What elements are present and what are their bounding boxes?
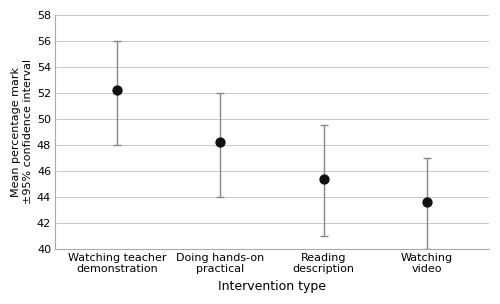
Point bbox=[216, 140, 224, 145]
Point bbox=[113, 88, 121, 93]
Point bbox=[320, 176, 328, 181]
Point bbox=[423, 199, 431, 204]
X-axis label: Intervention type: Intervention type bbox=[218, 280, 326, 293]
Y-axis label: Mean percentage mark
±95% confidence interval: Mean percentage mark ±95% confidence int… bbox=[11, 59, 32, 204]
